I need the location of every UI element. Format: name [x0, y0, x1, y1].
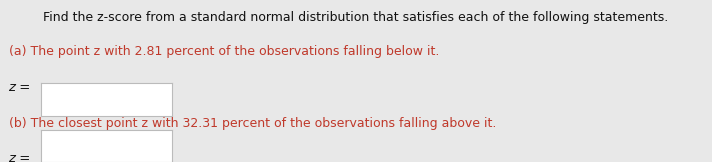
Text: (a) The point z with 2.81 percent of the observations falling below it.: (a) The point z with 2.81 percent of the… [9, 45, 439, 58]
Text: (b) The closest point z with 32.31 percent of the observations falling above it.: (b) The closest point z with 32.31 perce… [9, 117, 496, 130]
Text: z =: z = [9, 81, 31, 94]
Text: Find the z-score from a standard normal distribution that satisfies each of the : Find the z-score from a standard normal … [43, 11, 669, 24]
Text: z =: z = [9, 152, 31, 162]
